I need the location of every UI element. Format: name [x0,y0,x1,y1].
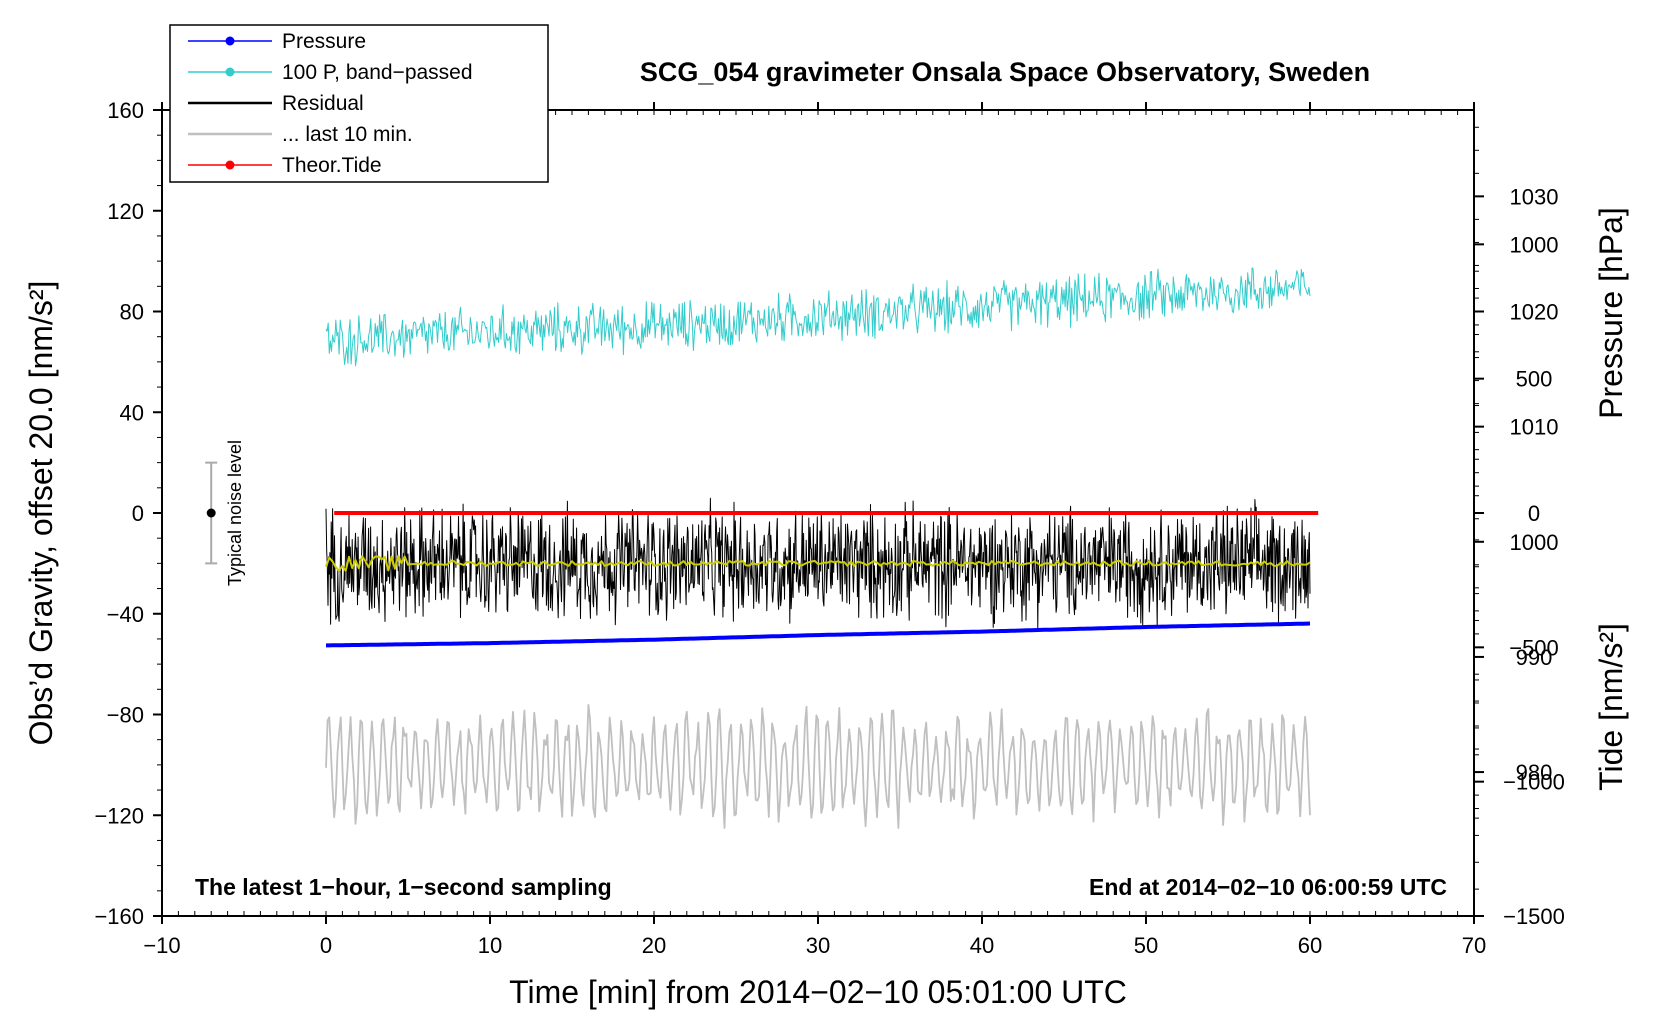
series-line-100-p-band-passed [325,267,1311,367]
y-left-tick-label: 80 [120,300,144,325]
pressure-tick-label: 1010 [1510,415,1559,440]
legend-marker [225,36,235,46]
pressure-tick-label: 1020 [1510,300,1559,325]
y-axis-tide-title: Tide [nm/s²] [1593,623,1629,791]
chart-title: SCG_054 gravimeter Onsala Space Observat… [640,57,1370,87]
series-line-pressure [326,621,1311,648]
y-axis-pressure-title: Pressure [hPa] [1593,207,1629,419]
tide-tick-label: 1000 [1510,232,1559,257]
y-left-tick-label: 40 [120,400,144,425]
x-tick-label: 20 [642,933,666,958]
legend-marker [225,160,235,170]
y-left-tick-label: −160 [94,904,144,929]
series-line-last-10-min [325,704,1311,829]
legend: Pressure 100 P, band−passed Residual ... la… [169,24,549,183]
x-tick-label: 40 [970,933,994,958]
legend-label: 100 P, band−passed [282,61,473,84]
noise-label: Typical noise level [225,440,245,586]
legend-marker [225,67,235,77]
x-tick-label: 30 [806,933,830,958]
noise-indicator: Typical noise level [205,440,245,586]
tide-tick-label: 500 [1516,367,1553,392]
x-tick-label: 10 [478,933,502,958]
pressure-tick-label: 990 [1516,645,1553,670]
y-left-tick-label: 0 [132,501,144,526]
series-group [325,267,1319,829]
tide-tick-label: −1500 [1503,904,1565,929]
legend-label: Theor.Tide [282,154,382,177]
y-left-tick-label: 160 [107,98,144,123]
y-left-tick-label: −120 [94,803,144,828]
y-left-tick-label: 120 [107,199,144,224]
annotation-left: The latest 1−hour, 1−second sampling [195,874,612,900]
series-line-smoothed-residual [325,555,1311,572]
x-tick-label: 70 [1462,933,1486,958]
pressure-tick-label: 1000 [1510,530,1559,555]
legend-label: Pressure [282,30,366,53]
pressure-tick-label: 980 [1516,760,1553,785]
tide-tick-label: 0 [1528,501,1540,526]
annotation-right: End at 2014−02−10 06:00:59 UTC [1089,874,1447,900]
series-line-residual [325,497,1311,629]
x-tick-label: −10 [143,933,180,958]
y-axis-left-title: Obs’d Gravity, offset 20.0 [nm/s²] [23,281,59,746]
y-left-tick-label: −80 [107,703,144,728]
x-tick-label: 0 [320,933,332,958]
tide-tick-label: −500 [1509,635,1559,660]
noise-center-dot [206,508,216,518]
x-axis-title: Time [min] from 2014−02−10 05:01:00 UTC [509,974,1127,1010]
legend-label: Residual [282,92,364,115]
x-tick-label: 50 [1134,933,1158,958]
x-tick-label: 60 [1298,933,1322,958]
legend-label: ... last 10 min. [282,123,413,146]
pressure-tick-label: 1030 [1510,184,1559,209]
y-left-tick-label: −40 [107,602,144,627]
tide-tick-label: −1000 [1503,770,1565,795]
ticks-group: −10 0 10 20 30 40 50 60 7016012080400−40−80−120−… [94,98,1564,958]
